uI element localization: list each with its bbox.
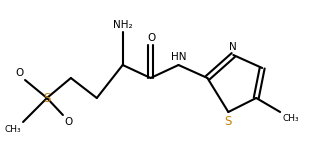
- Text: NH₂: NH₂: [113, 20, 132, 30]
- Text: CH₃: CH₃: [4, 125, 21, 134]
- Text: HN: HN: [171, 52, 186, 62]
- Text: O: O: [64, 117, 72, 127]
- Text: CH₃: CH₃: [282, 114, 299, 123]
- Text: S: S: [225, 115, 232, 128]
- Text: S: S: [43, 92, 51, 105]
- Text: O: O: [148, 33, 156, 43]
- Text: O: O: [16, 68, 24, 78]
- Text: N: N: [229, 42, 237, 52]
